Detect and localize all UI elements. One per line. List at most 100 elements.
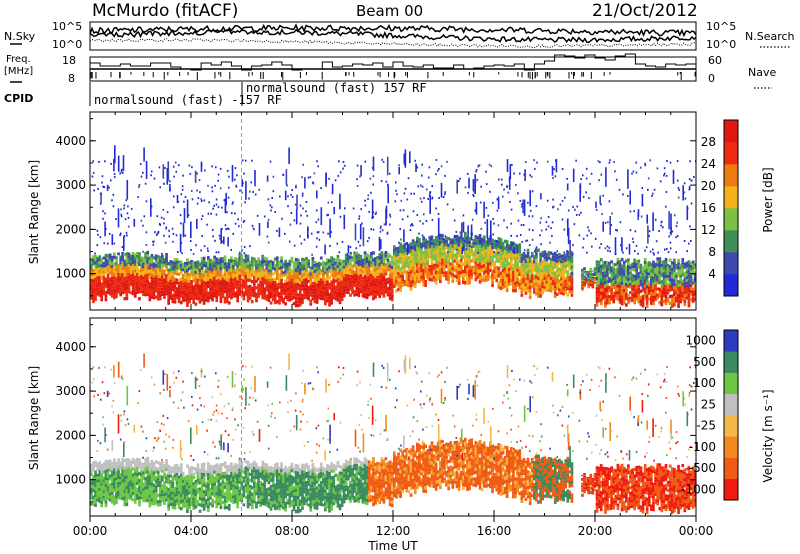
power-cell [207, 281, 210, 285]
power-cell [234, 294, 237, 298]
power-cell [96, 284, 99, 288]
power-cell [363, 281, 367, 285]
power-cell [125, 293, 129, 297]
power-cell [464, 231, 467, 236]
power-cell [267, 266, 271, 270]
power-cell [322, 294, 325, 298]
power-cell [635, 277, 639, 281]
power-cell [311, 297, 315, 301]
power-cell [382, 288, 386, 292]
power-cell [633, 287, 636, 292]
power-speckle [214, 184, 216, 187]
power-cell [599, 301, 603, 306]
power-cell [666, 299, 670, 303]
power-cell [181, 299, 185, 302]
power-speckle [271, 197, 273, 199]
power-cell [154, 254, 158, 258]
power-cell [200, 288, 204, 292]
power-cell [244, 257, 248, 261]
power-cell [545, 264, 549, 267]
power-speckle [138, 184, 141, 187]
power-cell [637, 284, 641, 288]
power-cell [129, 277, 133, 281]
velocity-cell [90, 481, 93, 485]
power-cell [307, 259, 310, 263]
power-cell [543, 274, 547, 277]
power-cell [493, 261, 496, 264]
power-cell [372, 296, 375, 301]
power-cell [608, 267, 611, 271]
power-speckle [600, 173, 603, 176]
power-cell [447, 263, 450, 268]
power-cell [359, 279, 363, 283]
power-cell [376, 290, 379, 293]
velocity-cell [121, 479, 124, 483]
power-cell [142, 268, 145, 271]
power-cell [175, 281, 179, 285]
power-speckle [635, 161, 637, 164]
power-cell [227, 278, 231, 282]
power-cell [265, 276, 269, 280]
power-cell [96, 259, 99, 263]
power-speckle [125, 199, 128, 202]
power-cell [125, 262, 129, 266]
power-cell [514, 264, 517, 268]
power-cell [495, 279, 499, 283]
power-speckle [567, 218, 569, 236]
power-cell [144, 290, 147, 294]
power-cell [276, 269, 279, 274]
power-cell [288, 286, 292, 290]
power-speckle [665, 191, 668, 193]
power-cell [106, 282, 110, 286]
power-cell [622, 295, 626, 299]
power-cell [250, 273, 254, 277]
power-speckle [113, 176, 116, 179]
power-cell [535, 275, 538, 279]
power-speckle [475, 212, 478, 215]
velocity-cell [115, 498, 118, 502]
power-cell [545, 280, 549, 284]
power-cell [384, 278, 388, 282]
power-cell [248, 278, 252, 282]
power-cell [104, 253, 108, 258]
power-cell [196, 288, 200, 292]
power-cell [267, 260, 271, 264]
power-cell [334, 291, 338, 295]
power-cell [156, 297, 160, 301]
power-cell [422, 276, 425, 280]
power-cell [238, 259, 242, 263]
power-cell [90, 293, 93, 297]
power-cell [587, 286, 590, 289]
power-cell [215, 289, 219, 293]
power-speckle [371, 166, 374, 169]
power-cell [217, 270, 221, 274]
power-cell [403, 264, 407, 268]
power-speckle [529, 190, 531, 207]
velocity-cell [94, 483, 97, 488]
power-cell [127, 261, 131, 265]
power-cell [225, 281, 229, 285]
y-tick-label: 4000 [55, 134, 86, 148]
power-cell [238, 262, 242, 266]
power-cell [650, 295, 653, 299]
power-cell [140, 259, 143, 262]
power-speckle [496, 209, 499, 212]
power-cell [131, 255, 135, 259]
power-cell [645, 278, 649, 282]
power-cell [286, 281, 290, 285]
power-cell [668, 288, 672, 292]
power-cell [564, 276, 568, 280]
power-cell [244, 277, 248, 281]
power-cell [587, 284, 590, 286]
power-cell [445, 252, 448, 256]
power-cell [416, 243, 419, 247]
power-speckle [293, 219, 296, 222]
power-cell [386, 268, 390, 272]
power-cell [591, 273, 595, 275]
power-cell [104, 284, 108, 288]
power-cell [175, 260, 179, 264]
power-cell [194, 270, 198, 275]
power-cell [533, 282, 536, 286]
power-cell [223, 276, 227, 280]
power-cell [562, 283, 565, 287]
